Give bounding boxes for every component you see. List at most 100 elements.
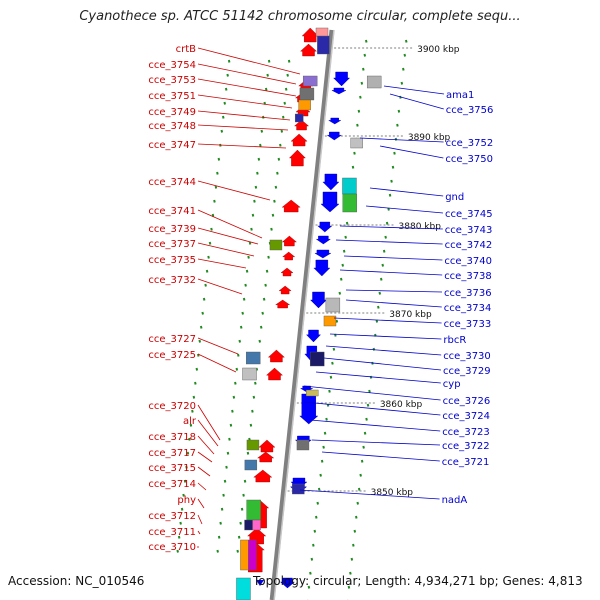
tick-mark (354, 515, 358, 519)
reverse-gene-label: cce_3729 (443, 366, 491, 377)
tick-mark (229, 423, 233, 427)
tick-mark (248, 241, 252, 245)
reverse-leader-line (309, 419, 441, 432)
tick-mark (365, 417, 368, 421)
tick-mark (182, 493, 185, 497)
reverse-gene-arrow (310, 291, 327, 309)
feature-box (269, 239, 283, 251)
tick-mark (377, 305, 380, 309)
tick-mark (283, 101, 287, 105)
tick-mark (204, 283, 207, 287)
tick-mark (353, 529, 357, 533)
tick-mark (402, 67, 405, 71)
tick-mark (194, 381, 197, 385)
feature-box (317, 35, 330, 55)
reverse-gene-arrow (306, 329, 321, 343)
tick-mark (312, 543, 315, 547)
tick-mark (313, 529, 317, 533)
feature-box (323, 315, 337, 327)
forward-gene-label: cce_3717 (148, 448, 196, 459)
forward-leader-line (197, 466, 211, 477)
reverse-gene-arrow (322, 173, 340, 191)
tick-mark (350, 557, 354, 561)
reverse-gene-label: cce_3733 (444, 319, 492, 330)
tick-mark (198, 339, 202, 343)
tick-mark (217, 535, 221, 539)
forward-gene-arrow (267, 349, 285, 363)
forward-leader-line (197, 498, 205, 509)
reverse-gene-label: cyp (443, 379, 461, 390)
reverse-leader-line (333, 317, 442, 324)
tick-mark (368, 389, 371, 393)
tick-mark (211, 213, 215, 217)
tick-mark (345, 221, 349, 225)
tick-mark (180, 507, 184, 511)
feature-box (252, 519, 261, 531)
kbp-marker: 3890 kbp (408, 133, 451, 143)
tick-mark (243, 479, 247, 483)
tick-mark (347, 585, 351, 589)
tick-mark (244, 283, 247, 287)
tick-mark (188, 437, 191, 441)
forward-leader-line (197, 78, 297, 97)
feature-box (350, 137, 363, 149)
tick-mark (363, 431, 367, 435)
reverse-gene-label: cce_3726 (443, 396, 491, 407)
feature-box (306, 389, 319, 397)
forward-leader-line (197, 451, 213, 463)
tick-mark (281, 115, 285, 119)
tick-mark (217, 157, 221, 161)
tick-mark (363, 53, 367, 57)
tick-mark (317, 487, 321, 491)
forward-gene-arrow (281, 199, 301, 213)
tick-mark (239, 521, 242, 525)
tick-mark (404, 39, 408, 43)
tick-mark (246, 451, 250, 455)
forward-leader-line (197, 110, 291, 121)
tick-mark (247, 255, 250, 259)
feature-box (244, 519, 253, 531)
feature-box (342, 177, 357, 195)
forward-gene-arrow (290, 133, 308, 147)
feature-box (240, 539, 249, 571)
reverse-gene-label: cce_3734 (444, 303, 492, 314)
forward-gene-label: cce_3732 (148, 275, 196, 286)
forward-gene-label: cce_3720 (148, 401, 196, 412)
tick-mark (179, 521, 182, 525)
tick-mark (338, 291, 342, 295)
tick-mark (176, 549, 179, 553)
accession-label: Accession: NC_010546 (8, 574, 145, 588)
forward-gene-label: cce_3753 (148, 75, 196, 86)
tick-mark (227, 59, 231, 63)
feature-box (248, 539, 257, 571)
forward-leader-line (197, 419, 219, 447)
tick-mark (228, 437, 231, 441)
tick-mark (366, 403, 370, 407)
tick-mark (280, 129, 284, 133)
reverse-leader-line (359, 137, 444, 143)
feature-box (236, 577, 251, 600)
tick-mark (266, 73, 269, 77)
tick-mark (223, 101, 227, 105)
tick-mark (205, 269, 209, 273)
tick-mark (258, 339, 262, 343)
kbp-marker: 3870 kbp (389, 310, 432, 320)
reverse-gene-arrow (279, 577, 296, 589)
tick-mark (192, 395, 196, 399)
tick-mark (262, 297, 266, 301)
reverse-leader-line (369, 187, 444, 197)
reverse-gene-arrow (314, 249, 332, 259)
tick-mark (274, 185, 278, 189)
reverse-gene-label: nadA (442, 495, 468, 506)
forward-gene-arrow (265, 367, 284, 381)
tick-mark (254, 185, 258, 189)
tick-mark (250, 227, 253, 231)
tick-mark (341, 263, 345, 267)
tick-mark (323, 431, 327, 435)
feature-box (366, 75, 382, 89)
feature-box (315, 27, 329, 37)
tick-mark (259, 143, 262, 147)
forward-gene-label: cce_3710 (148, 542, 196, 553)
tick-mark (349, 571, 352, 575)
feature-box (309, 351, 325, 367)
